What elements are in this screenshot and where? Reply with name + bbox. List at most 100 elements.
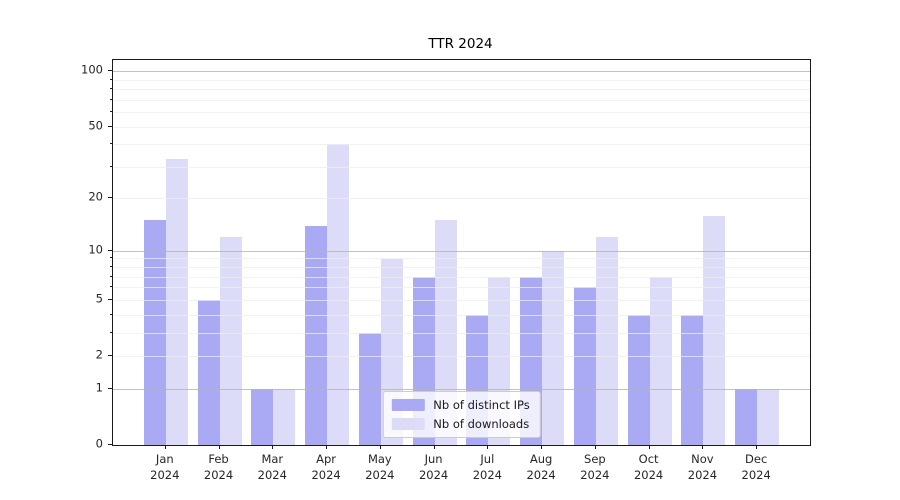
- gridline-minor-50: [113, 126, 810, 128]
- x-tick-month: Jul: [480, 452, 495, 466]
- x-tick-month: Jan: [155, 452, 174, 466]
- gridline-minor-60: [113, 112, 810, 114]
- legend-item-distinct-ips: Nb of distinct IPs: [391, 398, 530, 412]
- x-tick-label-mar: Mar 2024: [240, 452, 304, 483]
- y-tick-mark-20: [108, 197, 112, 199]
- x-tick-mark-jan: [164, 445, 166, 449]
- x-tick-month: Feb: [208, 452, 229, 466]
- x-tick-mark-feb: [218, 445, 220, 449]
- bar-downloads-aug: [542, 250, 565, 445]
- x-tick-year: 2024: [633, 467, 664, 482]
- x-tick-label-may: May 2024: [348, 452, 412, 483]
- gridline-minor-30: [113, 166, 810, 168]
- y-tick-mark-0: [108, 444, 112, 445]
- x-tick-month: Mar: [261, 452, 284, 466]
- x-tick-year: 2024: [150, 467, 180, 482]
- legend-swatch-downloads: [391, 418, 425, 430]
- gridline-minor-40: [113, 144, 810, 146]
- bar-ips-feb: [197, 299, 220, 445]
- bar-downloads-oct: [649, 276, 672, 445]
- y-minortick-mark-90: [109, 78, 112, 80]
- y-tick-label-2: 2: [95, 347, 103, 362]
- y-tick-mark-10: [108, 249, 112, 251]
- x-tick-label-nov: Nov 2024: [670, 452, 734, 483]
- x-tick-mark-aug: [541, 445, 543, 449]
- x-tick-label-feb: Feb 2024: [187, 452, 251, 483]
- y-tick-label-5: 5: [95, 291, 103, 306]
- x-tick-month: Oct: [638, 452, 659, 466]
- gridline-minor-70: [113, 99, 810, 101]
- gridline-minor-6: [113, 287, 810, 289]
- x-tick-label-jul: Jul 2024: [455, 452, 519, 483]
- x-tick-label-jan: Jan 2024: [133, 452, 197, 483]
- bar-downloads-jan: [165, 159, 188, 445]
- x-tick-mark-jul: [487, 445, 489, 449]
- x-tick-year: 2024: [741, 467, 771, 482]
- x-tick-mark-apr: [326, 445, 328, 449]
- x-tick-month: Jun: [424, 452, 443, 466]
- x-tick-label-jun: Jun 2024: [402, 452, 466, 483]
- y-tick-label-0: 0: [95, 436, 103, 451]
- bar-downloads-mar: [273, 388, 296, 445]
- bar-ips-mar: [251, 388, 274, 445]
- x-tick-month: May: [367, 452, 392, 466]
- legend: Nb of distinct IPs Nb of downloads: [382, 391, 541, 438]
- y-minortick-mark-3: [109, 331, 112, 333]
- x-tick-year: 2024: [526, 467, 556, 482]
- x-tick-mark-dec: [756, 445, 758, 449]
- y-tick-mark-100: [108, 70, 112, 72]
- gridline-major-100: [113, 71, 810, 73]
- grid-layer: [113, 60, 810, 445]
- legend-label-downloads: Nb of downloads: [433, 417, 530, 431]
- gridline-minor-9: [113, 258, 810, 260]
- gridline-minor-8: [113, 267, 810, 269]
- bar-ips-apr: [305, 225, 328, 445]
- y-minortick-mark-4: [109, 313, 112, 315]
- x-tick-mark-may: [379, 445, 381, 449]
- y-tick-label-20: 20: [88, 189, 103, 204]
- gridline-minor-80: [113, 89, 810, 91]
- y-tick-mark-50: [108, 125, 112, 127]
- x-tick-year: 2024: [580, 467, 610, 482]
- y-minortick-mark-30: [109, 165, 112, 167]
- bar-downloads-apr: [327, 144, 350, 445]
- gridline-minor-7: [113, 276, 810, 278]
- x-tick-year: 2024: [687, 467, 718, 482]
- y-tick-label-1: 1: [95, 380, 103, 395]
- chart-title: TTR 2024: [428, 36, 493, 52]
- x-tick-year: 2024: [257, 467, 287, 482]
- bar-ips-dec: [735, 388, 758, 445]
- y-tick-mark-2: [108, 355, 112, 356]
- x-tick-mark-oct: [648, 445, 650, 449]
- y-minortick-mark-70: [109, 98, 112, 100]
- legend-label-distinct-ips: Nb of distinct IPs: [433, 398, 530, 412]
- x-tick-month: Dec: [745, 452, 768, 466]
- bar-ips-sep: [573, 287, 596, 445]
- gridline-minor-3: [113, 332, 810, 334]
- y-tick-label-10: 10: [88, 242, 103, 257]
- x-tick-label-apr: Apr 2024: [294, 452, 358, 483]
- legend-swatch-distinct-ips: [391, 399, 425, 411]
- gridline-minor-4: [113, 314, 810, 316]
- x-tick-mark-mar: [272, 445, 274, 449]
- bar-ips-oct: [627, 314, 650, 445]
- bar-downloads-feb: [219, 237, 242, 445]
- bar-downloads-nov: [703, 215, 726, 445]
- x-tick-label-aug: Aug 2024: [509, 452, 573, 483]
- y-tick-label-100: 100: [81, 62, 103, 77]
- y-minortick-mark-60: [109, 111, 112, 113]
- x-tick-year: 2024: [203, 467, 234, 482]
- plot-area: Nb of distinct IPs Nb of downloads: [112, 59, 811, 446]
- x-tick-mark-jun: [433, 445, 435, 449]
- bar-downloads-sep: [595, 237, 618, 445]
- x-tick-label-dec: Dec 2024: [724, 452, 788, 483]
- gridline-major-10: [113, 250, 810, 252]
- y-minortick-mark-40: [109, 143, 112, 145]
- gridline-major-1: [113, 388, 810, 390]
- x-tick-year: 2024: [472, 467, 502, 482]
- gridline-minor-90: [113, 79, 810, 81]
- gridline-minor-2: [113, 356, 810, 357]
- x-tick-year: 2024: [365, 467, 395, 482]
- x-tick-label-sep: Sep 2024: [563, 452, 627, 483]
